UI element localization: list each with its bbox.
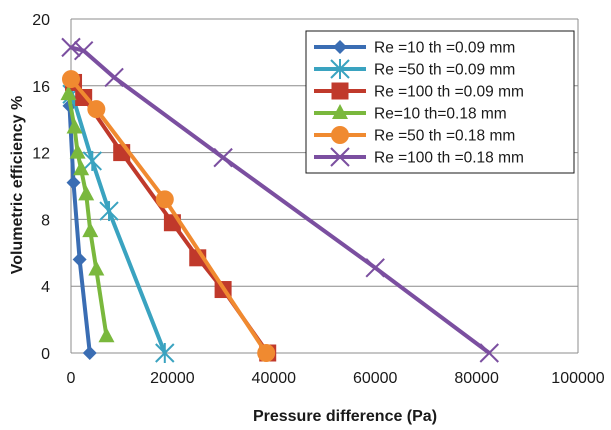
data-point: [104, 67, 124, 88]
data-point: [155, 190, 174, 209]
series-2: [62, 84, 175, 363]
legend-marker: [330, 59, 350, 79]
series-line-2: [70, 93, 167, 354]
legend-item: Re =100 th =0.09 mm: [314, 82, 524, 101]
legend-item: Re =10 th =0.09 mm: [314, 40, 515, 57]
data-point: [60, 85, 77, 101]
data-point: [82, 222, 99, 238]
series-line-6: [70, 45, 491, 355]
data-point: [98, 327, 115, 343]
x-tick-label: 0: [67, 370, 76, 387]
legend-item: Re =50 th =0.09 mm: [314, 59, 515, 79]
data-point: [99, 201, 119, 222]
legend-marker: [333, 40, 347, 54]
y-tick-label: 12: [32, 146, 50, 163]
data-point: [88, 260, 105, 276]
series-line-1: [67, 105, 92, 354]
data-point: [72, 252, 87, 267]
y-tick-label: 8: [41, 212, 50, 229]
legend-label: Re =100 th =0.09 mm: [374, 84, 524, 101]
legend-item: Re=10 th=0.18 mm: [314, 104, 507, 123]
data-point: [73, 160, 90, 176]
series-4: [60, 85, 115, 343]
legend-box: [305, 30, 575, 174]
legend-label: Re =10 th =0.09 mm: [374, 40, 515, 57]
data-point: [62, 70, 80, 89]
data-point: [73, 41, 94, 61]
y-tick-label: 20: [32, 12, 50, 29]
x-axis-title: Pressure difference (Pa): [253, 408, 437, 425]
data-point: [78, 185, 95, 201]
data-point: [66, 118, 83, 134]
x-tick-label: 60000: [353, 370, 398, 387]
y-tick-label: 16: [32, 79, 50, 96]
data-point: [365, 258, 385, 278]
data-point: [87, 100, 106, 119]
data-point: [82, 150, 103, 171]
x-tick-label: 100000: [551, 370, 604, 387]
y-tick-label: 0: [41, 346, 50, 363]
legend-item: Re =50 th =0.18 mm: [314, 126, 515, 145]
legend-label: Re=10 th=0.18 mm: [374, 106, 507, 123]
data-point: [66, 175, 81, 190]
y-axis-title: Volumetric efficiency %: [9, 96, 26, 274]
data-point: [479, 343, 499, 363]
series-line-5: [69, 77, 268, 355]
tick-labels: 0 20000 40000 60000 80000 100000 0 4 8 12 16 20: [32, 12, 605, 387]
data-point: [69, 143, 86, 159]
data-point: [213, 147, 233, 168]
data-point: [155, 343, 175, 363]
legend-label: Re =50 th =0.09 mm: [374, 62, 515, 79]
legend-item: Re =100 th =0.18 mm: [314, 147, 524, 167]
series-group: [60, 37, 499, 363]
x-tick-label: 20000: [150, 370, 195, 387]
series-6: [61, 37, 499, 363]
series-5: [62, 70, 276, 362]
x-tick-label: 40000: [252, 370, 297, 387]
data-point: [82, 346, 97, 360]
y-tick-label: 4: [41, 279, 50, 296]
data-point: [61, 37, 81, 58]
x-tick-label: 80000: [454, 370, 499, 387]
legend-marker: [331, 126, 349, 144]
legend-label: Re =100 th =0.18 mm: [374, 150, 524, 167]
legend-marker: [332, 104, 348, 119]
legend-marker: [331, 82, 349, 100]
data-point: [257, 344, 276, 362]
legend: Re =10 th =0.09 mm Re =50 th =0.09 mm Re =…: [305, 30, 575, 174]
legend-marker: [330, 147, 350, 167]
legend-label: Re =50 th =0.18 mm: [374, 128, 515, 145]
